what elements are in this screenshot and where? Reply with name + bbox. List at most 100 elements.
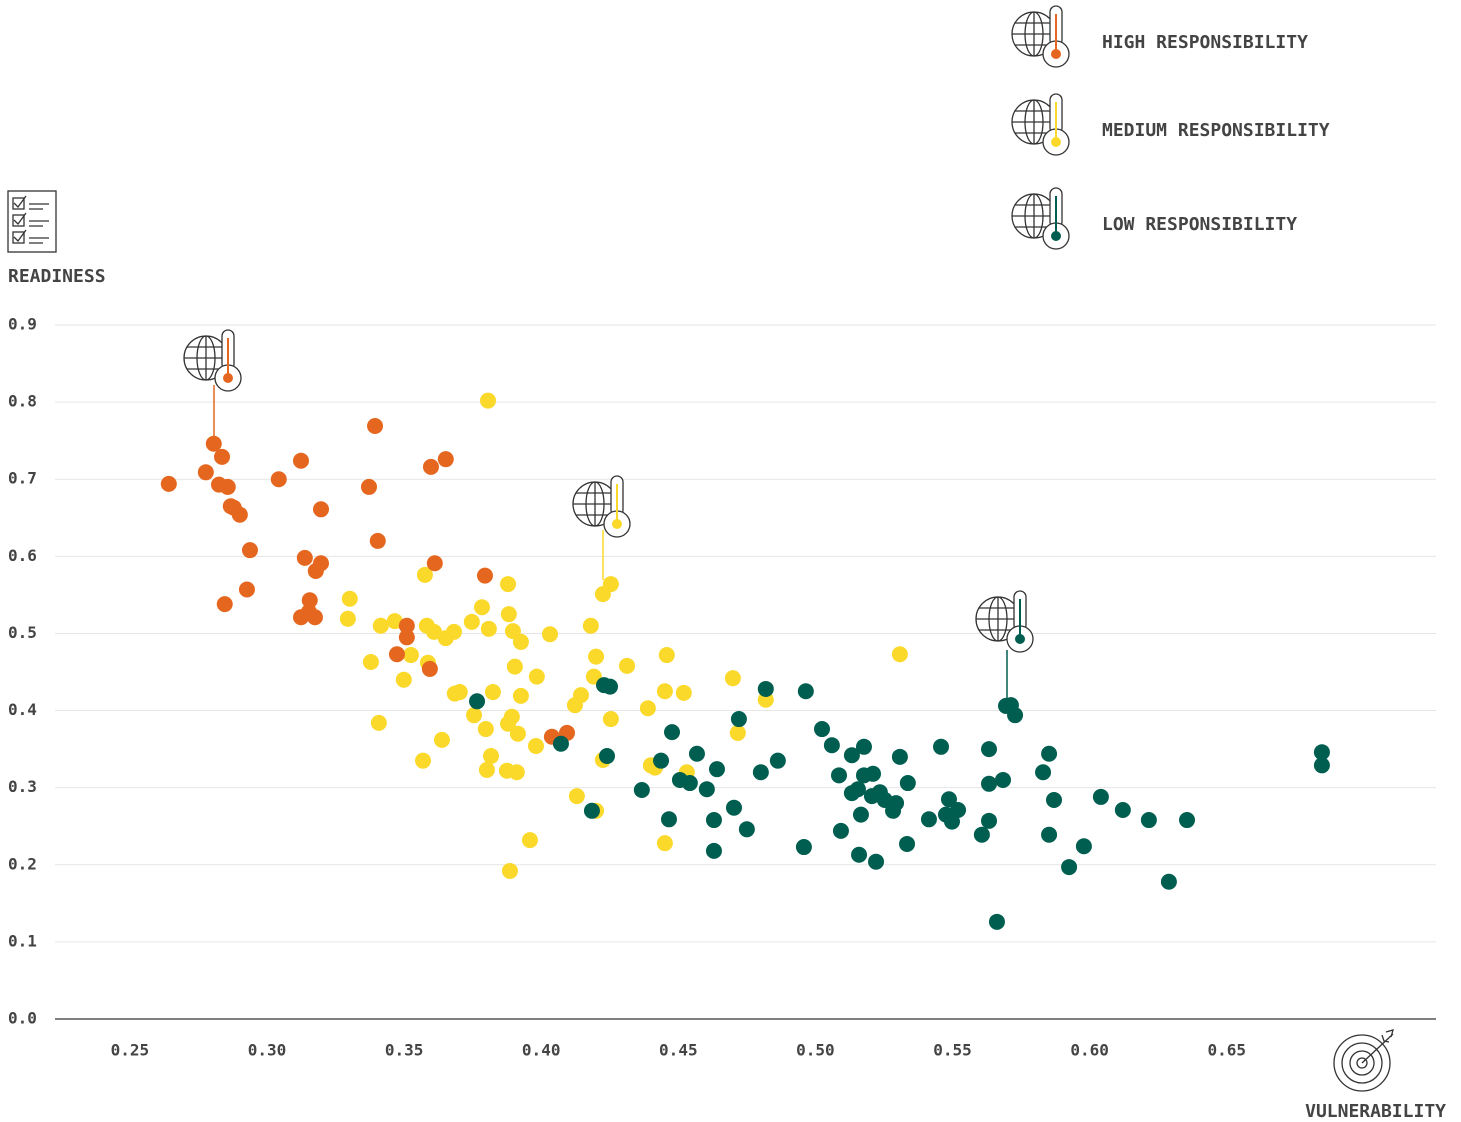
scatter-point	[705, 842, 722, 859]
scatter-point	[296, 549, 313, 566]
scatter-point	[445, 623, 462, 640]
scatter-point	[855, 738, 872, 755]
globe-lines	[1012, 12, 1056, 56]
y-axis-label: READINESS	[8, 266, 106, 287]
scatter-point	[292, 609, 309, 626]
scatter-point	[568, 788, 585, 805]
scatter-point	[795, 839, 812, 856]
scatter-point	[708, 761, 725, 778]
scatter-point	[698, 781, 715, 798]
scatter-point	[484, 684, 501, 701]
x-tick-label: 0.55	[933, 1041, 972, 1060]
scatter-point	[307, 562, 324, 579]
legend-icon	[1011, 93, 1070, 156]
scatter-point	[633, 781, 650, 798]
scatter-point	[831, 767, 848, 784]
globe-lines	[184, 336, 228, 380]
scatter-point	[852, 806, 869, 823]
thermometer-dot	[1051, 137, 1061, 147]
scatter-point	[769, 752, 786, 769]
scatter-point	[395, 671, 412, 688]
scatter-point	[602, 576, 619, 593]
scatter-point	[527, 738, 544, 755]
scatter-point	[480, 392, 497, 409]
scatter-point	[1313, 757, 1330, 774]
scatter-point	[1114, 802, 1131, 819]
y-tick-label: 0.7	[8, 469, 37, 488]
y-tick-label: 0.2	[8, 854, 37, 873]
scatter-point	[988, 913, 1005, 930]
scatter-point	[214, 448, 231, 465]
scatter-point	[602, 678, 619, 695]
scatter-point	[1140, 812, 1157, 829]
scatter-point	[849, 781, 866, 798]
scatter-point	[973, 826, 990, 843]
globe-lines	[976, 597, 1020, 641]
scatter-point	[843, 747, 860, 764]
x-tick-label: 0.60	[1070, 1041, 1109, 1060]
scatter-point	[899, 775, 916, 792]
x-tick-label: 0.25	[111, 1041, 150, 1060]
scatter-point	[301, 592, 318, 609]
x-tick-label: 0.45	[659, 1041, 698, 1060]
thermometer-dot	[612, 519, 622, 529]
scatter-point	[205, 435, 222, 452]
scatter-point	[421, 660, 438, 677]
scatter-point	[500, 576, 517, 593]
globe-lines	[573, 482, 617, 526]
x-tick-label: 0.35	[385, 1041, 424, 1060]
scatter-point	[388, 646, 405, 663]
scatter-point	[339, 610, 356, 627]
scatter-point	[656, 835, 673, 852]
y-tick-label: 0.3	[8, 777, 37, 796]
scatter-point	[868, 853, 885, 870]
thermometer-dot	[223, 373, 233, 383]
scatter-point	[478, 761, 495, 778]
legend-label: HIGH RESPONSIBILITY	[1102, 32, 1308, 53]
scatter-point	[752, 764, 769, 781]
scatter-point	[402, 647, 419, 664]
scatter-point	[386, 613, 403, 630]
scatter-point	[891, 646, 908, 663]
scatter-point	[480, 620, 497, 637]
checklist-icon	[7, 190, 57, 253]
annotation-icon	[572, 475, 631, 538]
annotation-icon	[183, 329, 242, 392]
scatter-point	[422, 458, 439, 475]
globe-lines	[1012, 194, 1056, 238]
y-tick-label: 0.0	[8, 1009, 37, 1028]
y-tick-label: 0.6	[8, 546, 37, 565]
scatter-point	[1179, 812, 1196, 829]
scatter-point	[981, 741, 998, 758]
scatter-point	[664, 724, 681, 741]
scatter-point	[933, 738, 950, 755]
thermometer-dot	[1051, 231, 1061, 241]
scatter-point	[981, 812, 998, 829]
scatter-point	[757, 680, 774, 697]
legend-icon	[1011, 187, 1070, 250]
scatter-point	[473, 599, 490, 616]
scatter-point	[501, 862, 518, 879]
scatter-point	[483, 748, 500, 765]
scatter-point	[451, 684, 468, 701]
scatter-point	[160, 475, 177, 492]
scatter-point	[1313, 744, 1330, 761]
scatter-point	[619, 657, 636, 674]
thermometer-dot	[1051, 49, 1061, 59]
scatter-point	[437, 451, 454, 468]
scatter-point	[729, 724, 746, 741]
scatter-point	[566, 697, 583, 714]
scatter-point	[814, 721, 831, 738]
scatter-point	[216, 596, 233, 613]
scatter-point	[725, 799, 742, 816]
legend-label: LOW RESPONSIBILITY	[1102, 214, 1297, 235]
scatter-point	[891, 748, 908, 765]
scatter-point	[367, 418, 384, 435]
scatter-point	[888, 795, 905, 812]
scatter-point	[1041, 826, 1058, 843]
scatter-point	[425, 623, 442, 640]
scatter-point	[1041, 745, 1058, 762]
scatter-point	[415, 752, 432, 769]
y-tick-label: 0.1	[8, 931, 37, 950]
